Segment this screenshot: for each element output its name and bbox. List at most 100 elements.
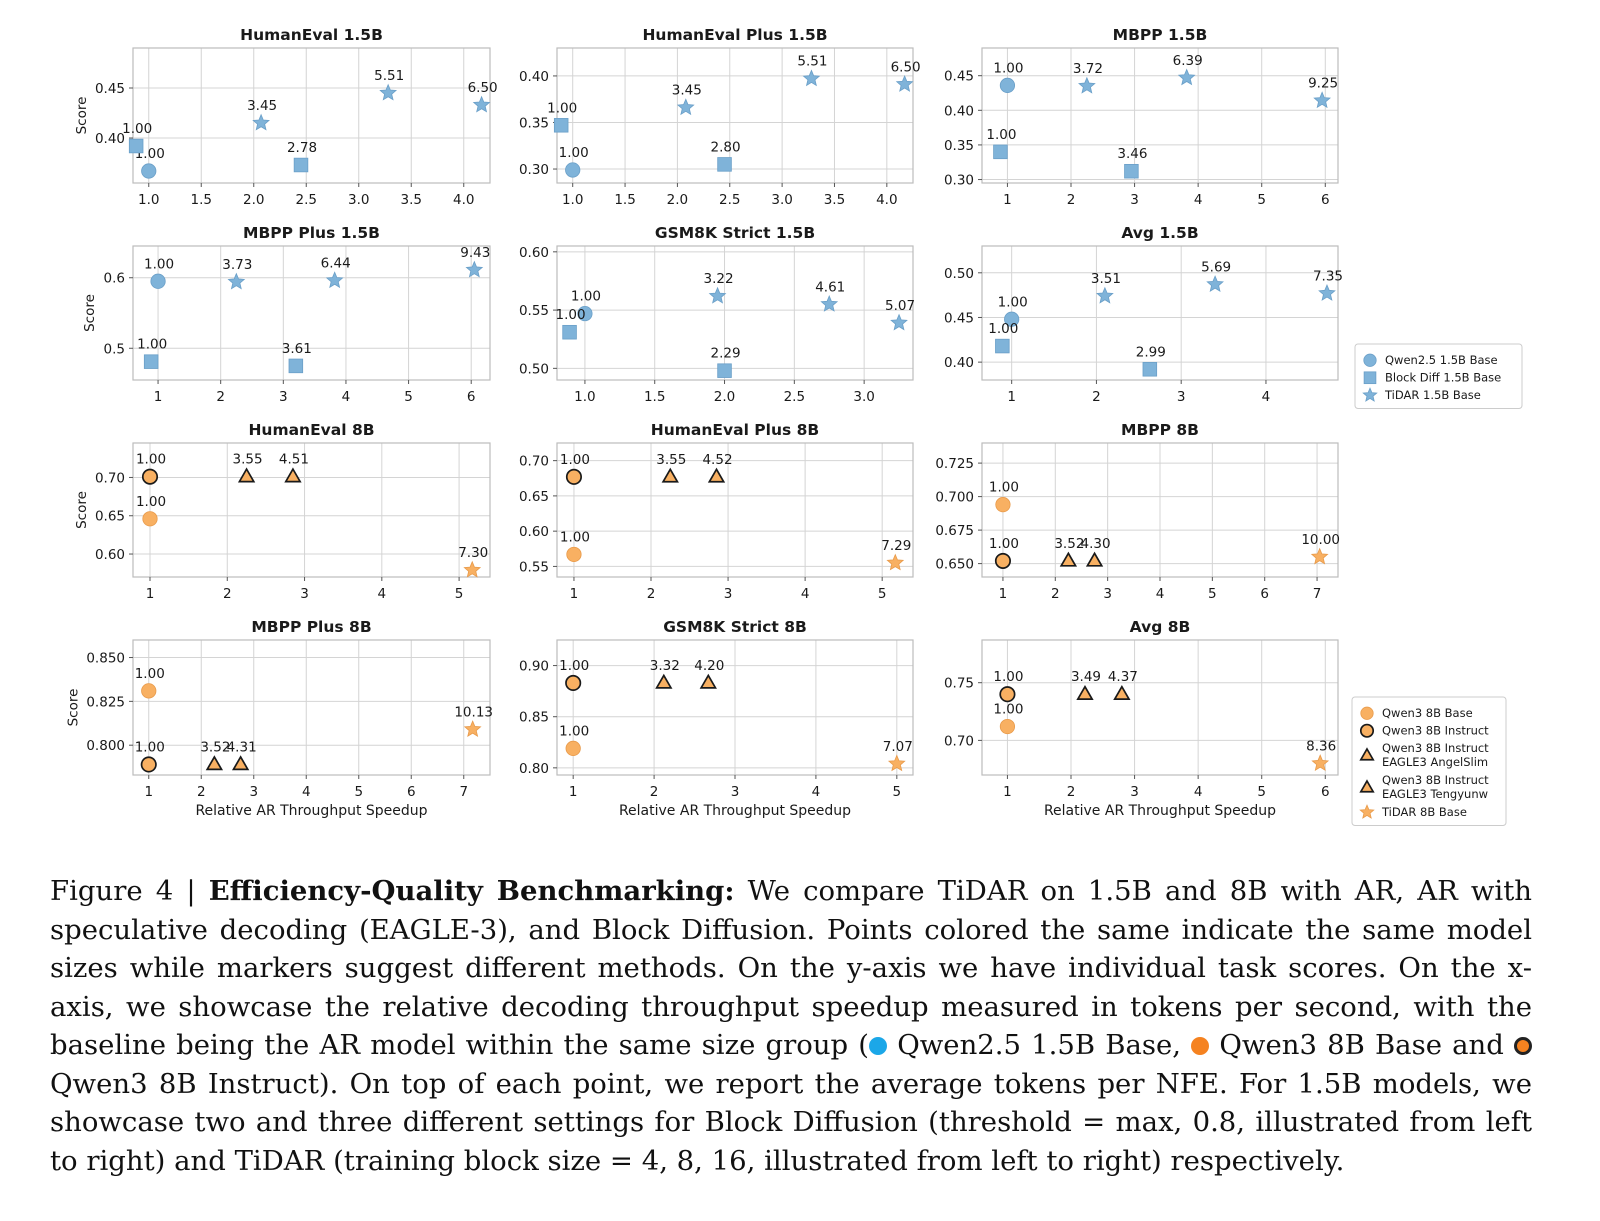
x-axis-label: Relative AR Throughput Speedup <box>195 803 427 819</box>
y-tick-label: 0.55 <box>519 559 549 575</box>
y-tick-label: 0.6 <box>104 271 125 287</box>
chart-panel-gsm8k-strict-1-5b: 1.0 1.5 2.0 2.5 3.0 0.50 0.55 0.60 GSM8K Strict … <box>519 224 915 405</box>
chart-panel-mbpp-1-5b: 1 2 3 4 5 6 0.30 0.35 0.40 0.45 MBPP 1.5B 1.00 1.00 3… <box>944 26 1339 208</box>
chart-panel-humaneval-8b: 1 2 3 4 5 0.60 0.65 0.70 HumanEval 8B Score 1.00 1.… <box>74 421 491 602</box>
data-point-label: 4.20 <box>694 658 724 674</box>
y-tick-label: 0.825 <box>86 694 125 710</box>
data-point-qwen3-8b-instruct-eagle3-angelslim <box>237 467 256 483</box>
x-tick-label: 2.0 <box>667 192 688 208</box>
data-point-label: 1.00 <box>560 529 590 545</box>
x-tick-label: 3.0 <box>853 389 874 405</box>
data-point-qwen2-5-1-5b-base <box>1004 311 1020 327</box>
data-point-label: 2.99 <box>1136 344 1166 360</box>
y-tick-label: 0.800 <box>86 738 125 754</box>
data-point-label: 1.00 <box>560 452 590 468</box>
legend-label-tidar-1-5b-base: TiDAR 1.5B Base <box>1384 388 1481 402</box>
y-tick-label: 0.650 <box>935 557 974 573</box>
data-point-qwen3-8b-instruct-eagle3-tengyunw <box>1085 551 1104 567</box>
data-point-label: 4.37 <box>1108 669 1138 685</box>
data-point-qwen3-8b-base <box>141 683 157 699</box>
legend-marker-block-diff-1-5b-base <box>1363 371 1377 385</box>
plot-frame <box>556 245 914 381</box>
legend-small-models: Qwen2.5 1.5B Base Block Diff 1.5B Base TiD… <box>1354 343 1523 409</box>
data-point-qwen3-8b-instruct-eagle3-angelslim <box>1059 551 1078 567</box>
data-point-qwen3-8b-instruct-eagle3-tengyunw <box>231 755 250 771</box>
data-point-qwen3-8b-base <box>565 740 581 757</box>
x-tick-label: 2 <box>1092 389 1101 405</box>
data-point-tidar-1-5b-base <box>325 271 344 289</box>
x-tick-label: 1.5 <box>644 389 665 405</box>
data-point-tidar-1-5b-base <box>227 272 246 290</box>
data-point-tidar-1-5b-base <box>1318 284 1336 301</box>
data-point-block-diff-1-5b-base <box>995 338 1010 354</box>
data-point-label: 1.00 <box>136 494 166 510</box>
x-tick-label: 2 <box>647 586 656 602</box>
data-point-label: 9.25 <box>1308 76 1338 92</box>
data-point-qwen3-8b-instruct <box>565 468 583 485</box>
caption-item-qwen3-instruct: Qwen3 8B Instruct <box>50 1067 319 1100</box>
plot-frame <box>132 442 491 578</box>
y-tick-label: 0.35 <box>944 138 974 154</box>
y-tick-label: 0.75 <box>944 676 974 692</box>
data-point-label: 1.00 <box>989 480 1019 496</box>
x-tick-label: 6 <box>1260 586 1269 602</box>
data-point-label: 3.52 <box>1054 536 1084 552</box>
x-tick-label: 1 <box>569 784 578 800</box>
data-point-label: 3.46 <box>1117 146 1147 162</box>
data-point-tidar-1-5b-base <box>676 98 695 116</box>
chart-title: MBPP 8B <box>1121 421 1199 439</box>
chart-panel-humaneval-plus-1-5b: 1.0 1.5 2.0 2.5 3.0 3.5 4.0 0.30 0.35 0.40 HumanEv… <box>519 26 921 208</box>
data-point-label: 3.45 <box>672 83 702 99</box>
y-tick-label: 0.85 <box>519 710 549 726</box>
data-point-qwen3-8b-base <box>566 546 582 563</box>
data-point-tidar-1-5b-base <box>895 74 914 92</box>
data-point-label: 7.29 <box>881 538 911 554</box>
x-tick-label: 1 <box>999 586 1008 602</box>
data-point-label: 1.00 <box>559 145 589 161</box>
legend-box <box>1351 696 1507 826</box>
data-point-block-diff-1-5b-base <box>288 358 304 374</box>
y-tick-label: 0.45 <box>95 81 125 97</box>
x-tick-label: 5 <box>455 586 464 602</box>
y-axis-label: Score <box>74 491 90 529</box>
data-point-tidar-8b-base <box>463 560 482 578</box>
x-tick-label: 1 <box>144 784 153 800</box>
plot-frame <box>981 639 1339 776</box>
data-point-qwen3-8b-instruct-eagle3-tengyunw <box>707 467 726 483</box>
data-point-qwen2-5-1-5b-base <box>150 273 166 289</box>
x-tick-label: 1 <box>1003 784 1012 800</box>
data-point-qwen2-5-1-5b-base <box>141 163 157 179</box>
data-point-qwen3-8b-instruct <box>999 686 1016 703</box>
chart-panel-humaneval-plus-8b: 1 2 3 4 5 0.55 0.60 0.65 0.70 HumanEval Plus 8B 1.… <box>519 421 914 602</box>
data-point-label: 9.43 <box>460 245 490 261</box>
plot-frame <box>132 639 491 776</box>
y-tick-label: 0.45 <box>944 69 974 85</box>
data-point-block-diff-1-5b-base <box>993 144 1008 160</box>
data-point-tidar-1-5b-base <box>472 95 491 113</box>
x-tick-label: 3.0 <box>348 192 369 208</box>
plot-frame <box>556 442 914 578</box>
data-point-label: 5.51 <box>374 68 404 84</box>
y-tick-label: 0.35 <box>519 115 549 131</box>
chart-title: MBPP 1.5B <box>1113 26 1208 44</box>
data-point-label: 6.39 <box>1173 53 1203 69</box>
data-point-label: 3.73 <box>222 257 252 273</box>
data-point-qwen3-8b-instruct <box>141 468 159 485</box>
data-point-block-diff-1-5b-base <box>562 324 577 340</box>
legend-box <box>1354 343 1523 409</box>
data-point-label: 3.55 <box>233 452 263 468</box>
y-axis-label: Score <box>82 294 98 332</box>
data-point-label: 1.00 <box>993 60 1023 76</box>
data-point-block-diff-1-5b-base <box>553 118 569 133</box>
data-point-label: 4.61 <box>815 279 845 295</box>
x-tick-label: 2.5 <box>719 192 740 208</box>
x-tick-label: 5 <box>893 784 902 800</box>
x-tick-label: 2 <box>1051 586 1060 602</box>
data-point-block-diff-1-5b-base <box>1142 362 1158 377</box>
caption-item-qwen25-base: Qwen2.5 1.5B Base, <box>887 1029 1192 1061</box>
y-tick-label: 0.700 <box>935 490 974 506</box>
legend-label-line: Qwen3 8B Base <box>1382 706 1473 720</box>
x-tick-label: 3 <box>731 784 740 800</box>
x-tick-label: 2 <box>223 586 232 602</box>
plot-frame <box>981 47 1339 184</box>
